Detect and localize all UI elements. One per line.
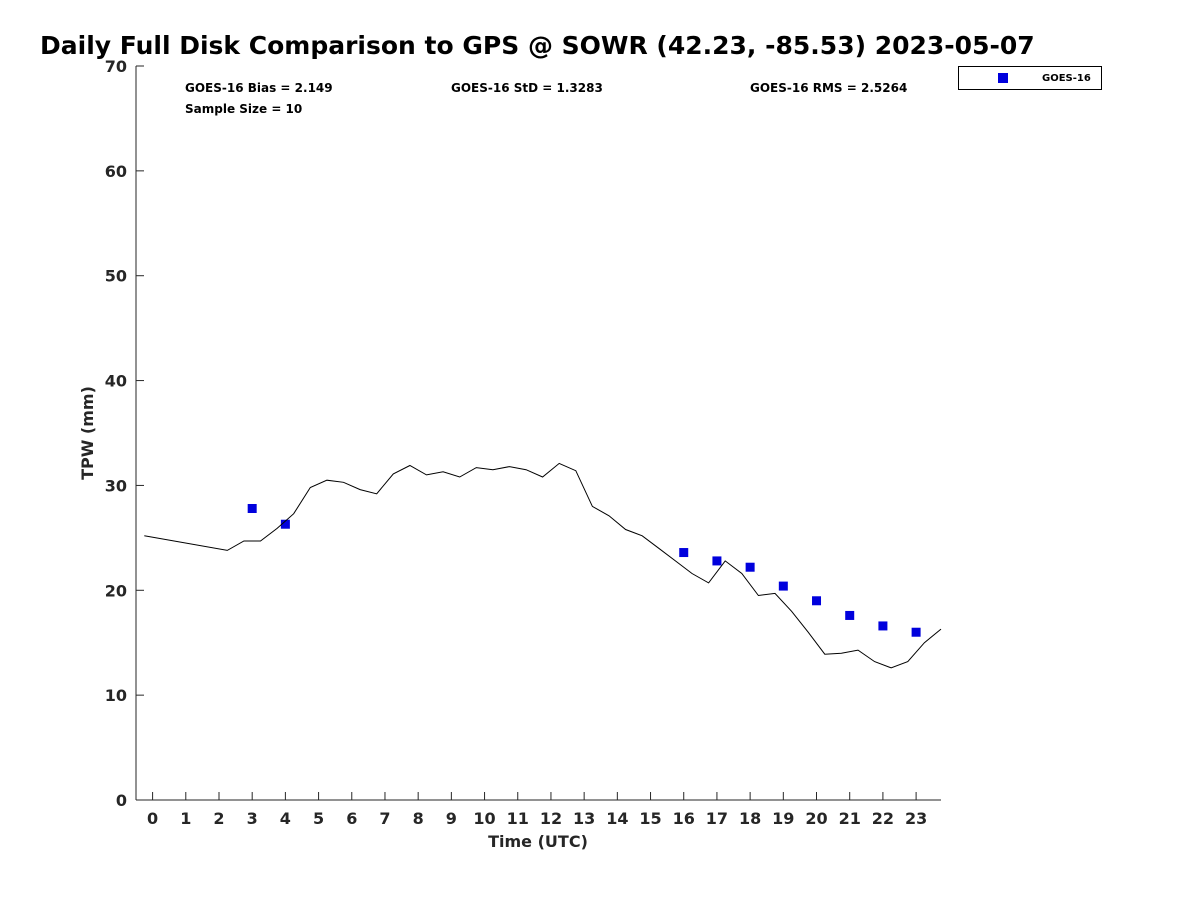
std-annotation: GOES-16 StD = 1.3283 <box>451 81 603 95</box>
legend: GOES-16 <box>958 66 1102 90</box>
x-tick-label: 10 <box>473 809 495 828</box>
goes16-point <box>778 581 788 591</box>
x-tick-label: 0 <box>147 809 158 828</box>
goes16-point <box>911 627 921 637</box>
x-tick-label: 7 <box>379 809 390 828</box>
x-tick-label: 11 <box>507 809 529 828</box>
y-tick-label: 10 <box>105 686 127 705</box>
y-tick-label: 20 <box>105 581 127 600</box>
x-tick-label: 5 <box>313 809 324 828</box>
x-tick-label: 19 <box>772 809 794 828</box>
bias-annotation: GOES-16 Bias = 2.149 <box>185 81 333 95</box>
goes16-point <box>247 503 257 513</box>
gps-tpw-line <box>144 462 942 669</box>
x-tick-label: 22 <box>872 809 894 828</box>
goes16-point <box>679 548 689 558</box>
x-tick-label: 4 <box>280 809 291 828</box>
goes16-point <box>845 610 855 620</box>
x-tick-label: 12 <box>540 809 562 828</box>
legend-box <box>958 66 1102 90</box>
goes16-point <box>812 596 822 606</box>
y-tick-label: 70 <box>105 57 127 76</box>
x-tick-label: 16 <box>673 809 695 828</box>
x-tick-label: 18 <box>739 809 761 828</box>
rms-annotation: GOES-16 RMS = 2.5264 <box>750 81 907 95</box>
goes16-point <box>280 519 290 529</box>
x-tick-label: 3 <box>247 809 258 828</box>
x-tick-label: 21 <box>839 809 861 828</box>
y-axis-label: TPW (mm) <box>78 386 97 480</box>
legend-label: GOES-16 <box>1042 73 1091 84</box>
y-tick-label: 0 <box>116 791 127 810</box>
chart-title: Daily Full Disk Comparison to GPS @ SOWR… <box>40 31 1035 60</box>
goes16-point <box>712 556 722 566</box>
x-tick-label: 23 <box>905 809 927 828</box>
x-tick-label: 8 <box>413 809 424 828</box>
goes16-point <box>878 621 888 631</box>
x-axis-label: Time (UTC) <box>488 832 588 851</box>
x-tick-label: 1 <box>180 809 191 828</box>
y-tick-label: 30 <box>105 476 127 495</box>
y-tick-label: 50 <box>105 267 127 286</box>
x-tick-label: 15 <box>639 809 661 828</box>
goes16-point <box>745 562 755 572</box>
x-tick-label: 13 <box>573 809 595 828</box>
x-tick-label: 9 <box>446 809 457 828</box>
x-tick-label: 6 <box>346 809 357 828</box>
legend-marker <box>998 73 1008 83</box>
x-tick-label: 20 <box>805 809 827 828</box>
y-tick-label: 60 <box>105 162 127 181</box>
sample-size-annotation: Sample Size = 10 <box>185 102 302 116</box>
y-tick-label: 40 <box>105 372 127 391</box>
x-tick-label: 17 <box>706 809 728 828</box>
x-tick-label: 14 <box>606 809 628 828</box>
x-tick-label: 2 <box>213 809 224 828</box>
